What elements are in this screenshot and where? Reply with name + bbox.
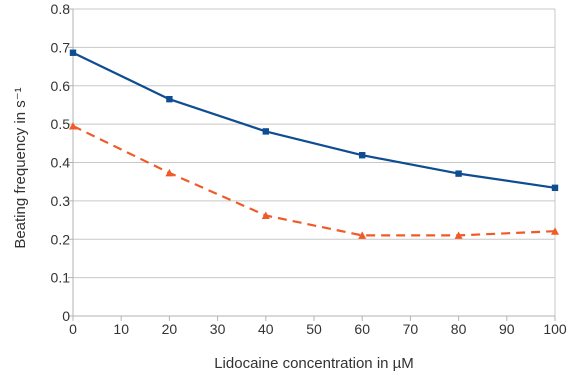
x-tick-label: 60: [354, 321, 370, 337]
x-tick-label: 100: [543, 321, 567, 337]
data-point-triangle: [69, 122, 77, 130]
data-point-square: [262, 128, 269, 135]
data-point-triangle: [261, 211, 270, 219]
series-2: [69, 122, 559, 239]
series-group: [69, 49, 559, 239]
x-tick-label: 20: [162, 321, 178, 337]
gridlines: [73, 8, 556, 317]
x-tick-label: 80: [451, 321, 467, 337]
y-axis-label: Beating frequency in s⁻¹: [12, 87, 29, 248]
y-tick-label: 0.2: [51, 231, 71, 247]
x-tick-label: 30: [210, 321, 226, 337]
data-point-triangle: [358, 231, 367, 239]
y-tick-label: 0.6: [51, 78, 71, 94]
x-tick-labels: 0 10 20 30 40 50 60 70 80 90 100: [69, 321, 567, 337]
series-1-line: [72, 51, 556, 189]
data-point-square: [359, 152, 366, 159]
y-tick-label: 0.7: [51, 39, 71, 55]
x-axis-label: Lidocaine concentration in µM: [214, 355, 414, 372]
y-tick-label: 0: [62, 308, 70, 324]
y-tick-label: 0.5: [51, 116, 71, 132]
y-tick-label: 0.1: [51, 270, 71, 286]
axes: [68, 8, 556, 321]
x-tick-label: 70: [403, 321, 419, 337]
data-point-square: [551, 184, 559, 192]
y-tick-label: 0.3: [51, 193, 71, 209]
data-point-square: [455, 170, 462, 177]
data-point-square: [166, 95, 173, 103]
data-point-triangle: [551, 227, 559, 235]
x-tick-label: 50: [306, 321, 322, 337]
y-tick-label: 0.4: [51, 155, 71, 171]
y-tick-label: 0.8: [51, 1, 71, 17]
series-2-line: [72, 125, 556, 237]
x-tick-label: 0: [69, 321, 77, 337]
x-tick-label: 40: [258, 321, 274, 337]
x-tick-label: 10: [113, 321, 129, 337]
series-1: [69, 49, 559, 192]
x-tick-label: 90: [499, 321, 515, 337]
y-tick-labels: 0 0.1 0.2 0.3 0.4 0.5 0.6 0.7 0.8: [51, 1, 71, 324]
data-point-square: [69, 49, 77, 56]
data-point-triangle: [165, 168, 174, 177]
data-point-triangle: [454, 231, 463, 239]
